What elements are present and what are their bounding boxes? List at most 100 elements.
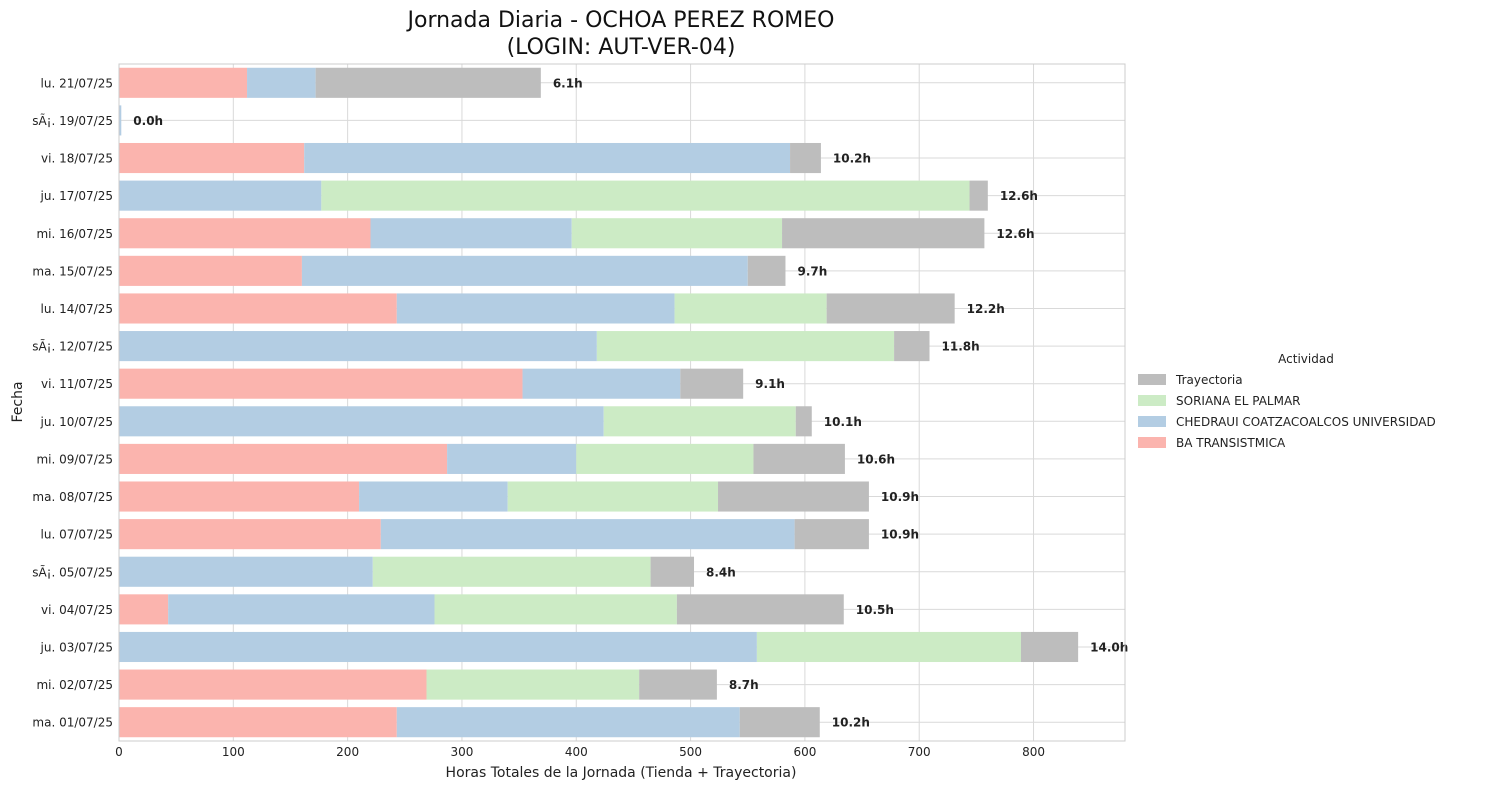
y-tick-label-17: ma. 01/07/25: [32, 716, 113, 730]
bar-segment-0-3: [315, 67, 541, 98]
y-tick-label-3: ju. 17/07/25: [40, 189, 113, 203]
legend-label-0: Trayectoria: [1175, 373, 1243, 387]
bar-segment-6-2: [674, 293, 827, 324]
bar-segment-6-0: [119, 293, 397, 324]
y-tick-label-0: lu. 21/07/25: [41, 76, 113, 90]
bar-segment-2-0: [119, 142, 305, 174]
bar-segment-3-1: [119, 180, 322, 211]
bar-segment-6-1: [396, 293, 675, 324]
bar-segment-0-0: [119, 67, 248, 98]
bar-segment-2-3: [790, 142, 821, 174]
x-tick-label-8: 800: [1022, 745, 1045, 759]
bar-segment-10-3: [753, 443, 845, 474]
legend-swatch-0: [1138, 374, 1166, 385]
total-label-2: 10.2h: [833, 152, 871, 166]
bar-segment-7-2: [596, 331, 895, 362]
legend-swatch-3: [1138, 437, 1166, 448]
bar-segment-11-0: [119, 481, 360, 512]
bar-segment-17-0: [119, 707, 397, 738]
bar-segment-6-3: [826, 293, 955, 324]
x-tick-label-1: 100: [222, 745, 245, 759]
bar-segment-13-3: [650, 556, 695, 587]
bar-segment-14-3: [676, 594, 844, 625]
total-label-15: 14.0h: [1090, 640, 1128, 654]
y-tick-label-1: sÃ¡. 19/07/25: [32, 113, 113, 128]
bar-segment-9-1: [119, 406, 604, 437]
bar-segment-15-3: [1020, 631, 1079, 663]
x-tick-label-0: 0: [115, 745, 123, 759]
y-tick-label-4: mi. 16/07/25: [36, 227, 113, 241]
bar-segment-2-1: [304, 142, 791, 174]
x-tick-label-3: 300: [451, 745, 474, 759]
total-label-11: 10.9h: [881, 490, 919, 504]
total-label-5: 9.7h: [797, 264, 827, 278]
bar-segment-11-3: [718, 481, 869, 512]
total-label-16: 8.7h: [729, 678, 759, 692]
chart-title-line2: (LOGIN: AUT-VER-04): [507, 35, 736, 60]
chart-title-line1: Jornada Diaria - OCHOA PEREZ ROMEO: [406, 8, 835, 33]
bar-segment-4-2: [571, 218, 783, 249]
bar-segment-15-1: [119, 631, 757, 663]
bar-segment-4-3: [782, 218, 985, 249]
bar-segment-3-3: [969, 180, 988, 211]
y-tick-label-10: mi. 09/07/25: [36, 452, 113, 466]
bar-segment-14-2: [434, 594, 677, 625]
total-labels: 6.1h 0.0h 10.2h 12.6h 12.6h 9.7h 12.2h 11.8h 9.1…: [133, 76, 1128, 729]
legend-label-2: CHEDRAUI COATZACOALCOS UNIVERSIDAD: [1176, 415, 1436, 429]
total-label-10: 10.6h: [857, 452, 895, 466]
y-tick-label-12: lu. 07/07/25: [41, 528, 113, 542]
bar-segment-7-1: [119, 331, 597, 362]
legend: Actividad Trayectoria SORIANA EL PALMAR CH…: [1138, 352, 1436, 450]
bar-segment-3-2: [321, 180, 970, 211]
y-tick-label-5: ma. 15/07/25: [32, 264, 113, 278]
bar-segment-10-1: [447, 443, 577, 474]
total-label-1: 0.0h: [133, 114, 163, 128]
bar-segment-14-1: [168, 594, 435, 625]
bar-segment-7-3: [894, 331, 930, 362]
y-tick-label-14: vi. 04/07/25: [41, 603, 113, 617]
bar-segment-5-0: [119, 255, 302, 286]
total-label-3: 12.6h: [1000, 189, 1038, 203]
bar-segment-16-3: [639, 669, 717, 700]
bar-segment-10-0: [119, 443, 448, 474]
bar-segment-16-2: [426, 669, 640, 700]
y-tick-label-7: sÃ¡. 12/07/25: [32, 339, 113, 354]
bar-segment-11-2: [507, 481, 719, 512]
legend-title: Actividad: [1278, 352, 1334, 366]
bar-segment-17-1: [396, 707, 740, 738]
bar-segment-15-2: [756, 631, 1021, 663]
total-label-12: 10.9h: [881, 528, 919, 542]
legend-swatch-2: [1138, 416, 1166, 427]
x-tick-labels: 0 100 200 300 400 500 600 700 800: [115, 745, 1045, 759]
x-tick-label-6: 600: [793, 745, 816, 759]
y-tick-label-13: sÃ¡. 05/07/25: [32, 564, 113, 579]
bar-segment-12-1: [380, 519, 795, 550]
bar-segment-10-2: [576, 443, 754, 474]
legend-label-3: BA TRANSISTMICA: [1176, 436, 1286, 450]
bar-segment-4-0: [119, 218, 371, 249]
bar-segment-13-1: [119, 556, 373, 587]
total-label-14: 10.5h: [856, 603, 894, 617]
y-axis-label: Fecha: [10, 381, 26, 422]
bar-segment-4-1: [370, 218, 572, 249]
x-tick-label-2: 200: [336, 745, 359, 759]
y-tick-label-8: vi. 11/07/25: [41, 377, 113, 391]
y-tick-label-2: vi. 18/07/25: [41, 152, 113, 166]
bar-segment-13-2: [372, 556, 651, 587]
y-tick-labels: lu. 21/07/25 sÃ¡. 19/07/25 vi. 18/07/25 ju.…: [32, 76, 113, 729]
x-tick-label-4: 400: [565, 745, 588, 759]
bar-segment-16-0: [119, 669, 427, 700]
bar-segment-9-2: [603, 406, 796, 437]
total-label-4: 12.6h: [996, 227, 1034, 241]
bar-segment-12-0: [119, 519, 381, 550]
legend-swatch-1: [1138, 395, 1166, 406]
x-axis-label: Horas Totales de la Jornada (Tienda + Tr…: [446, 765, 797, 781]
y-tick-label-15: ju. 03/07/25: [40, 640, 113, 654]
y-tick-label-9: ju. 10/07/25: [40, 415, 113, 429]
y-tick-label-11: ma. 08/07/25: [32, 490, 113, 504]
bar-segment-8-1: [522, 368, 681, 399]
total-label-0: 6.1h: [553, 76, 583, 90]
y-tick-label-6: lu. 14/07/25: [41, 302, 113, 316]
bar-segment-5-3: [747, 255, 786, 286]
